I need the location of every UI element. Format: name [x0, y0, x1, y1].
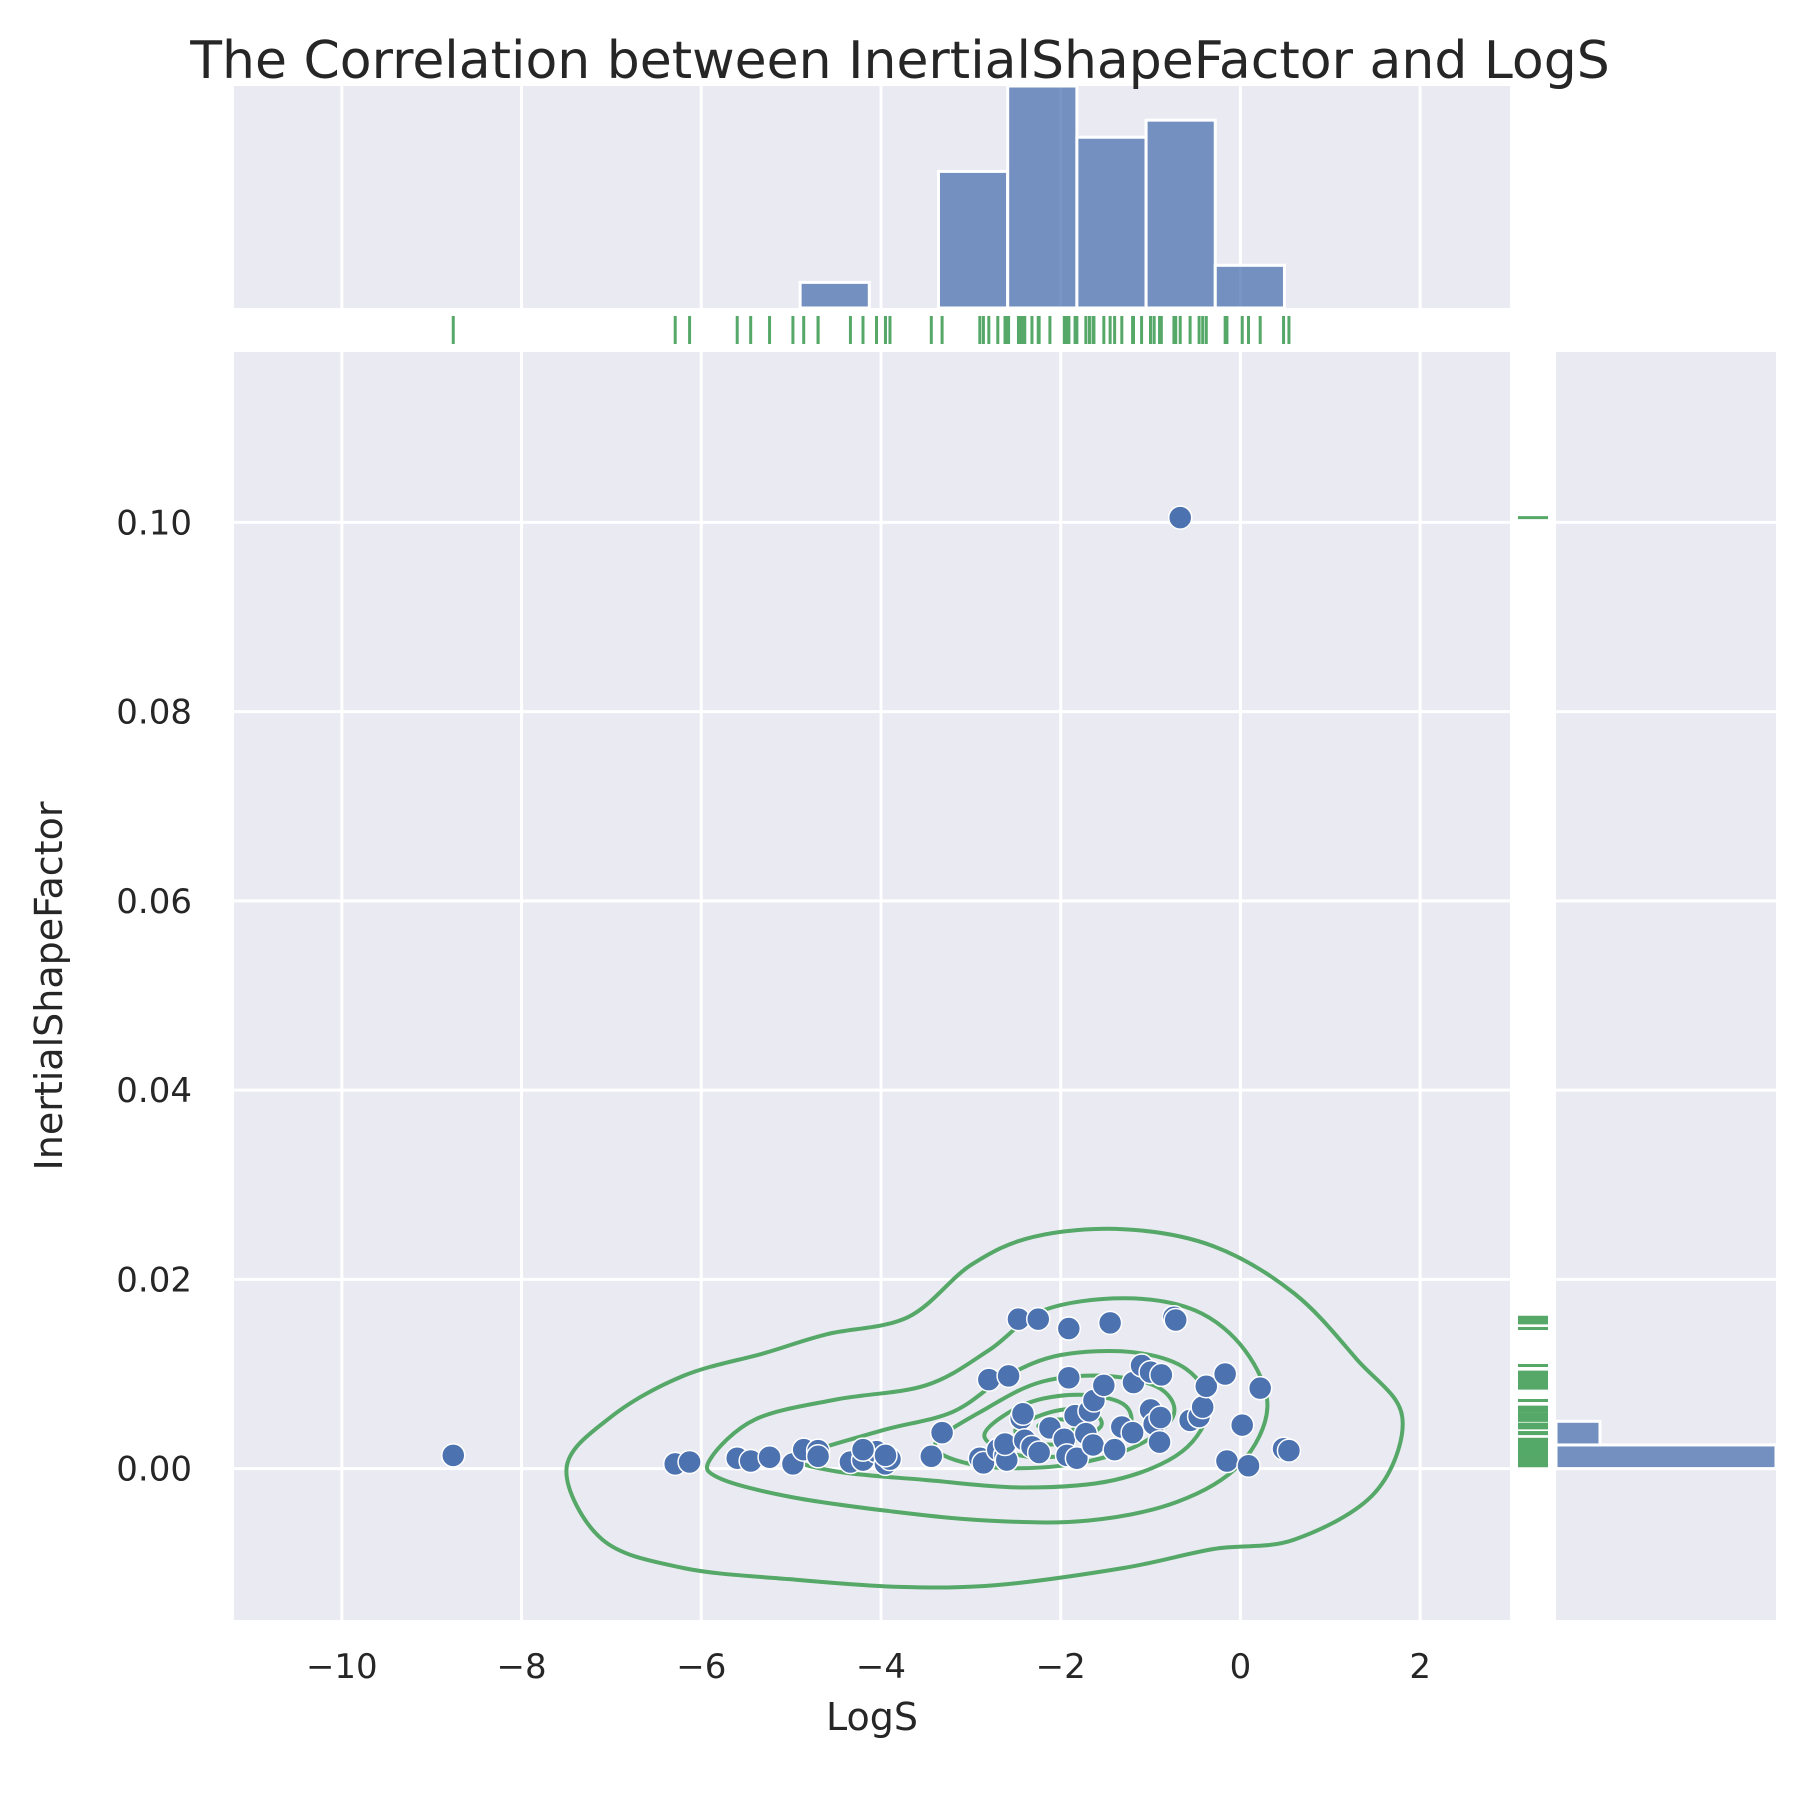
right-histogram-bar	[1554, 1419, 1602, 1447]
top-histogram-bar	[936, 169, 1010, 310]
scatter-point	[873, 1443, 898, 1468]
scatter-point	[1147, 1429, 1172, 1455]
scatter-point	[1236, 1453, 1261, 1479]
y-tick-label: 0.02	[116, 1260, 192, 1300]
top-marginal-rug	[234, 308, 1510, 352]
scatter-point	[929, 1420, 955, 1445]
y-tick-label: 0.04	[116, 1071, 192, 1111]
scatter-point	[1080, 1432, 1106, 1458]
chart-title: The Correlation between InertialShapeFac…	[189, 31, 1610, 91]
y-tick-label: 0.08	[116, 693, 192, 733]
top-histogram-bar	[798, 280, 871, 310]
top-marginal-panel-background	[234, 86, 1510, 308]
scatter-point	[1010, 1401, 1036, 1426]
x-tick-label: −10	[306, 1647, 378, 1687]
scatter-point	[1212, 1361, 1238, 1387]
y-tick-label: 0.10	[116, 503, 192, 543]
scatter-point	[919, 1444, 944, 1469]
top-histogram-bar	[1006, 84, 1079, 310]
scatter-point	[1247, 1375, 1273, 1401]
x-tick-labels: −10 −8 −6 −4 −2 0 2	[306, 1647, 1431, 1687]
y-axis-label: InertialShapeFactor	[27, 801, 71, 1170]
scatter-point	[1194, 1374, 1219, 1399]
scatter-point	[992, 1431, 1018, 1457]
top-histogram-bar	[1144, 118, 1217, 310]
scatter-point	[757, 1444, 782, 1470]
x-tick-label: −4	[856, 1647, 906, 1687]
top-rug-band	[234, 308, 1510, 352]
scatter-point	[1214, 1448, 1240, 1474]
top-histogram-bar	[1213, 263, 1286, 310]
y-tick-label: 0.06	[116, 882, 192, 922]
right-histogram-bar	[1554, 1443, 1778, 1471]
scatter-point	[441, 1443, 466, 1468]
scatter-point	[1148, 1405, 1173, 1430]
scatter-point	[1025, 1306, 1051, 1332]
y-tick-label: 0.00	[116, 1450, 192, 1490]
scatter-point	[1167, 505, 1193, 530]
scatter-point	[677, 1449, 702, 1475]
right-marginal-rug	[1510, 352, 1556, 1620]
scatter-point	[1120, 1420, 1145, 1445]
kde-contour	[564, 1226, 1405, 1590]
top-marginal-histogram	[798, 84, 1286, 310]
joint-panel-background	[234, 352, 1510, 1620]
scatter-point	[1102, 1437, 1127, 1462]
x-axis-label: LogS	[826, 1695, 918, 1739]
scatter-point	[1276, 1438, 1302, 1463]
x-tick-label: −8	[496, 1647, 546, 1687]
scatter-point	[1163, 1307, 1188, 1333]
scatter-point	[1064, 1445, 1090, 1471]
scatter-point	[805, 1444, 831, 1469]
scatter-point	[1097, 1310, 1123, 1336]
right-rug-band	[1510, 352, 1556, 1620]
x-tick-label: −6	[676, 1647, 726, 1687]
top-histogram-bar	[1075, 135, 1148, 310]
scatter-points	[441, 505, 1302, 1479]
scatter-point	[1229, 1412, 1255, 1438]
scatter-point	[1149, 1362, 1174, 1388]
scatter-point	[976, 1367, 1002, 1392]
scatter-point	[996, 1363, 1021, 1389]
scatter-point	[1026, 1440, 1052, 1465]
scatter-point	[850, 1437, 876, 1462]
grid-lines	[234, 86, 1776, 1620]
y-tick-labels: 0.00 0.02 0.04 0.06 0.08 0.10	[116, 503, 192, 1489]
x-tick-label: −2	[1036, 1647, 1086, 1687]
x-tick-label: 2	[1409, 1647, 1431, 1687]
x-tick-label: 0	[1230, 1647, 1252, 1687]
panels	[234, 86, 1776, 1620]
scatter-point	[1056, 1365, 1082, 1391]
scatter-point	[1190, 1394, 1215, 1420]
scatter-point	[1056, 1316, 1082, 1341]
right-marginal-panel-background	[1556, 352, 1776, 1620]
scatter-point	[1091, 1373, 1117, 1398]
